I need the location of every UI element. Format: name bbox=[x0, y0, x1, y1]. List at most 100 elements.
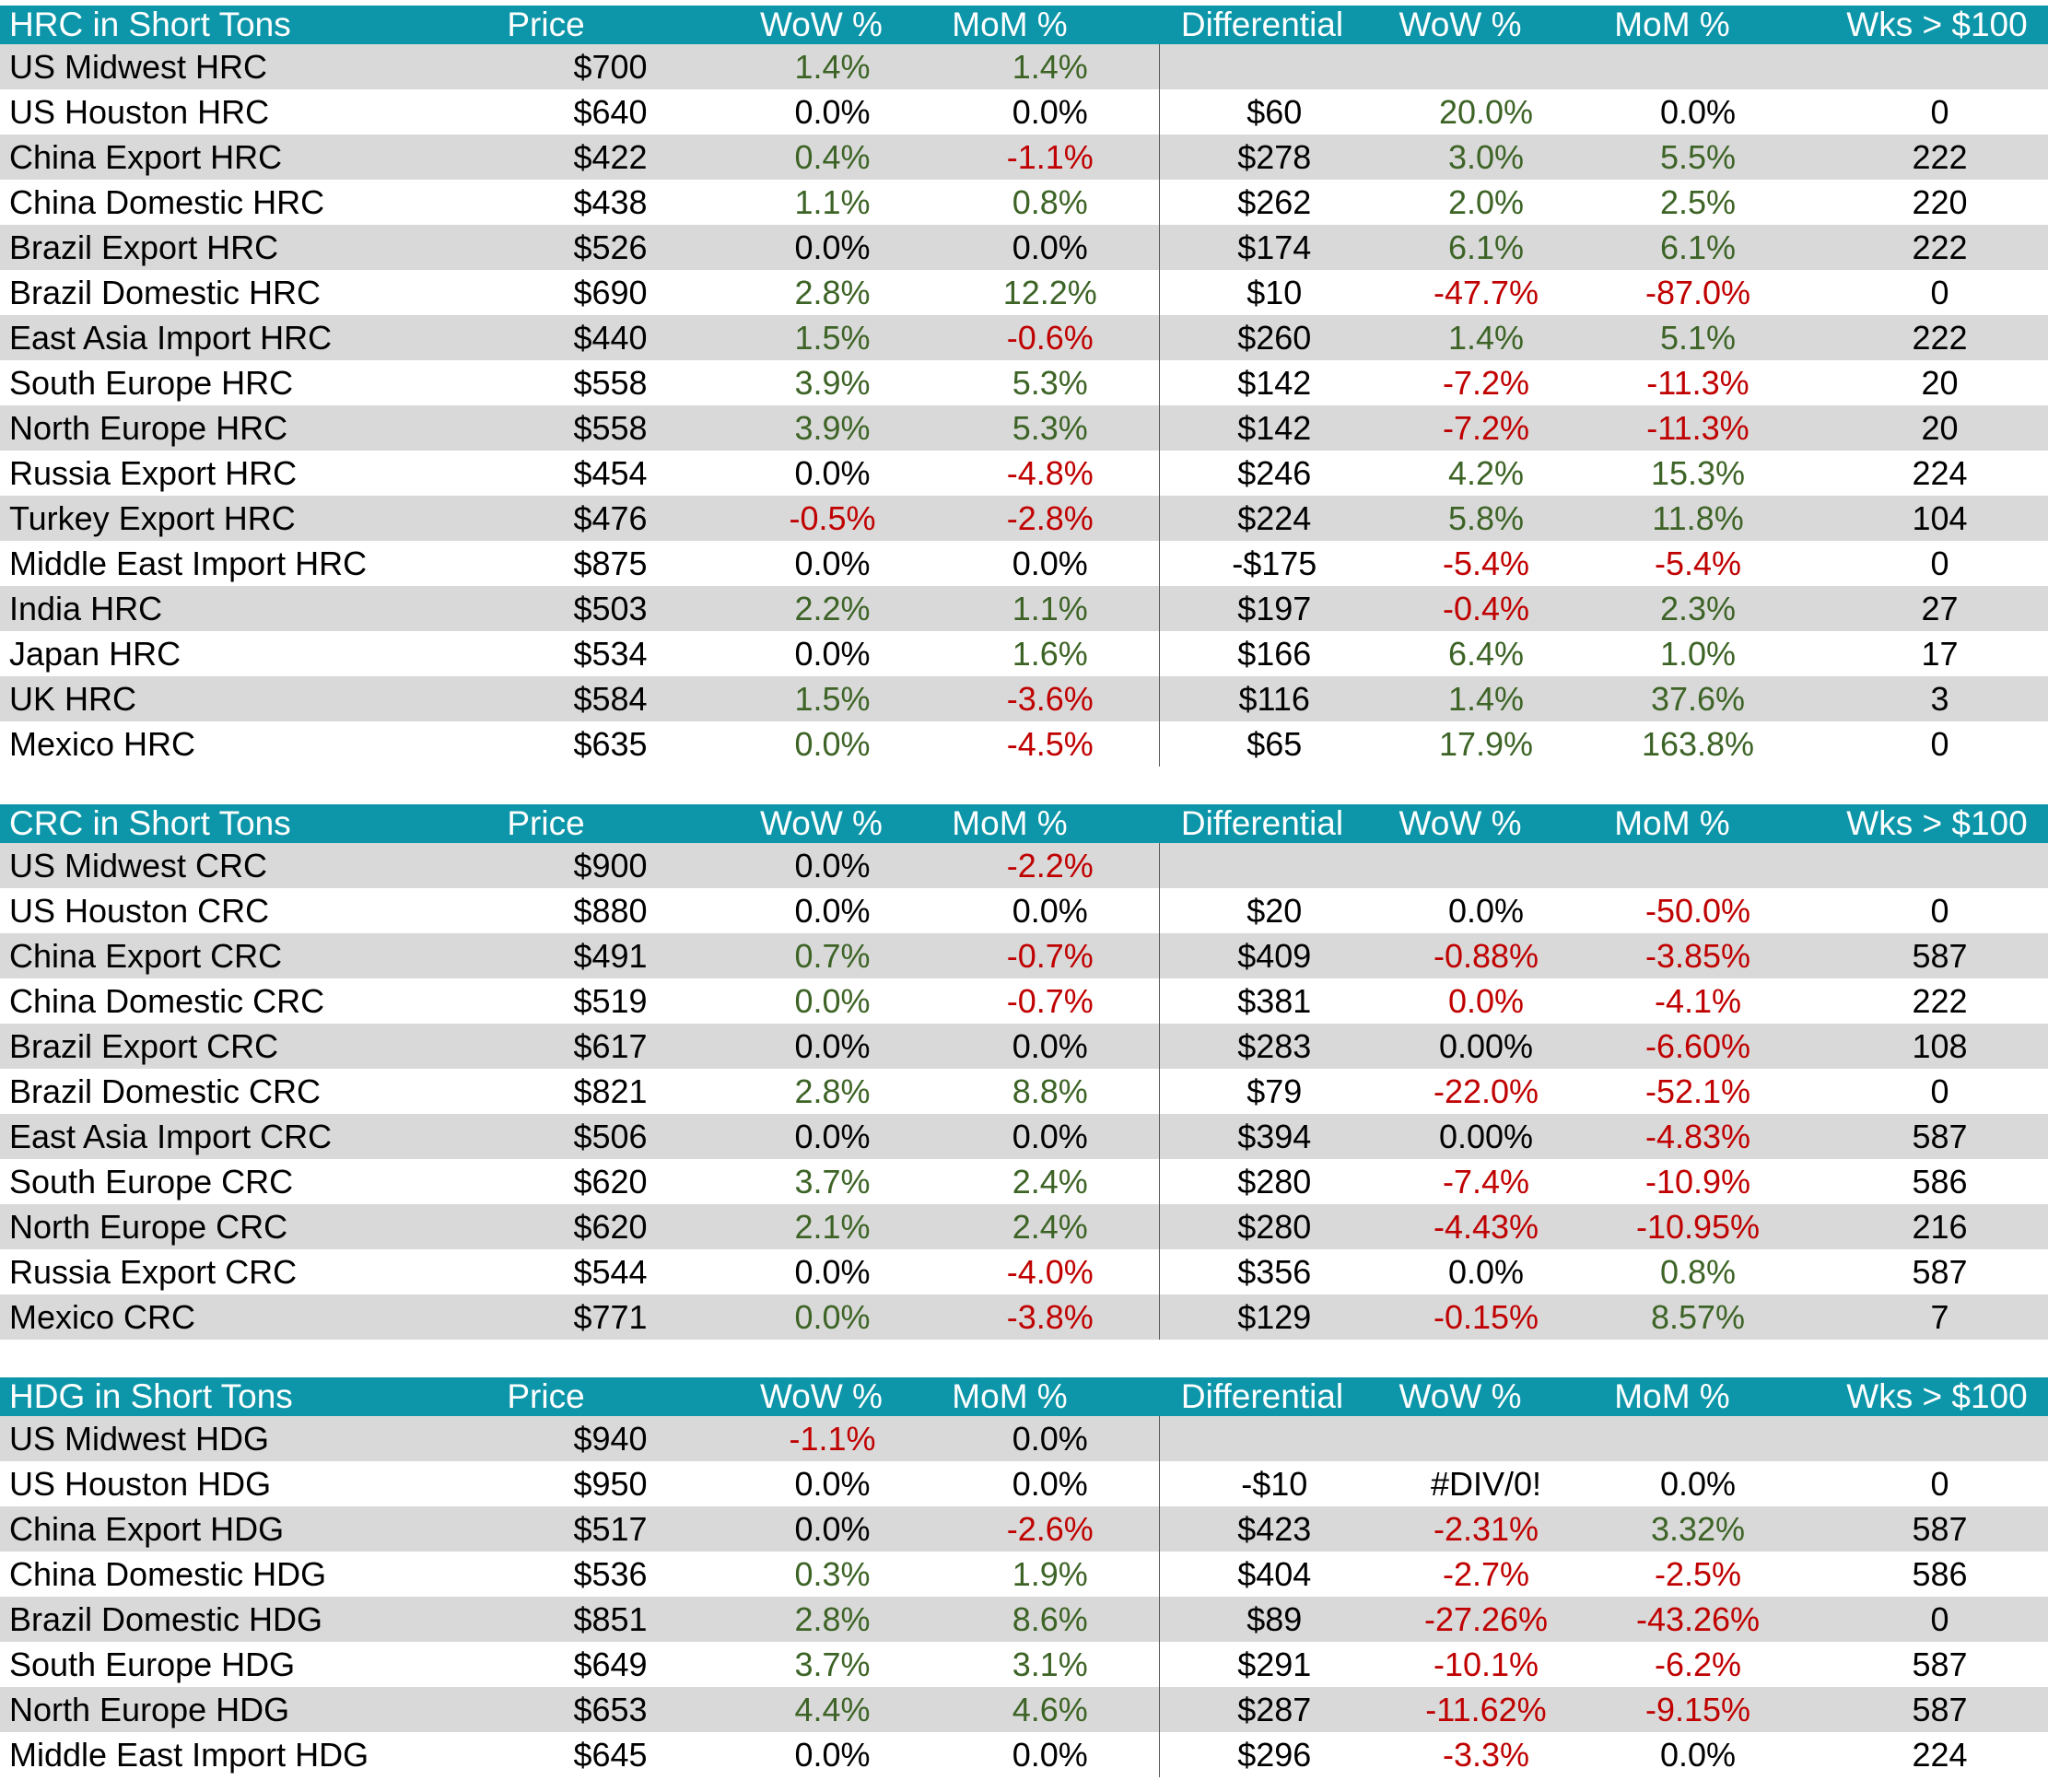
col-header-mom: MoM % bbox=[942, 804, 1159, 843]
cell-differential: $381 bbox=[1237, 981, 1312, 1020]
cell-wow: -0.5% bbox=[760, 496, 942, 541]
cell-mom: 4.6% bbox=[942, 1687, 1160, 1732]
cell-diff-mom: -4.1% bbox=[1654, 981, 1742, 1020]
col-header-diff-mom: MoM % bbox=[1583, 6, 1813, 44]
cell-diff-wow: 6.4% bbox=[1447, 634, 1525, 673]
table-title: HDG in Short Tons bbox=[0, 1377, 461, 1416]
cell-mom: 0.0% bbox=[942, 1114, 1160, 1159]
cell-diff-wow: -10.1% bbox=[1433, 1645, 1539, 1683]
cell-differential: $280 bbox=[1159, 1204, 1389, 1249]
cell-wow: 0.0% bbox=[760, 225, 942, 270]
row-label: Mexico CRC bbox=[0, 1294, 461, 1340]
cell-price: $534 bbox=[573, 634, 648, 673]
cell-mom: -2.8% bbox=[942, 496, 1160, 541]
cell-wow: 4.4% bbox=[760, 1687, 942, 1732]
cell-wow: 1.5% bbox=[760, 315, 942, 360]
row-label: North Europe CRC bbox=[0, 1204, 461, 1249]
cell-price: $771 bbox=[461, 1294, 760, 1340]
cell-weeks: 20 bbox=[1921, 363, 1959, 402]
table-row: US Houston CRC $880 0.0% 0.0% $20 0.0% -50.0% 0 bbox=[0, 888, 2048, 933]
cell-diff-wow: 0.0% bbox=[1447, 1252, 1525, 1291]
cell-wow: 1.5% bbox=[760, 676, 942, 721]
cell-wow: 0.0% bbox=[794, 92, 871, 131]
col-header-diff-mom: MoM % bbox=[1583, 804, 1813, 843]
cell-diff-mom: -10.9% bbox=[1644, 1162, 1751, 1201]
cell-mom: 0.0% bbox=[942, 89, 1160, 135]
row-label: US Houston HDG bbox=[9, 1464, 272, 1503]
cell-weeks: 108 bbox=[1813, 1024, 2048, 1069]
cell-diff-wow: 0.00% bbox=[1389, 1114, 1583, 1159]
table-row: Brazil Domestic HRC $690 2.8% 12.2% $10 -47.7… bbox=[0, 270, 2048, 315]
row-label: South Europe CRC bbox=[9, 1162, 294, 1201]
cell-price: $526 bbox=[461, 225, 760, 270]
cell-price: $875 bbox=[573, 544, 648, 582]
cell-differential bbox=[1159, 44, 1389, 89]
row-label: Mexico HRC bbox=[9, 724, 196, 763]
cell-wow: 0.0% bbox=[794, 1735, 871, 1774]
table-row: East Asia Import HRC $440 1.5% -0.6% $260 1.4… bbox=[0, 315, 2048, 360]
cell-weeks: 7 bbox=[1813, 1294, 2048, 1340]
cell-price: $536 bbox=[573, 1554, 648, 1593]
cell-price: $584 bbox=[461, 676, 760, 721]
cell-wow: 0.0% bbox=[794, 724, 871, 763]
cell-weeks: 224 bbox=[1912, 453, 1968, 492]
cell-differential: $166 bbox=[1237, 634, 1312, 673]
cell-diff-wow: 4.2% bbox=[1447, 453, 1525, 492]
cell-differential: $174 bbox=[1159, 225, 1389, 270]
cell-price: $649 bbox=[573, 1645, 648, 1683]
cell-weeks: 0 bbox=[1930, 273, 1949, 311]
cell-wow: -1.1% bbox=[760, 1416, 942, 1461]
cell-differential: $246 bbox=[1237, 453, 1312, 492]
cell-weeks: 222 bbox=[1813, 225, 2048, 270]
cell-mom: -4.8% bbox=[942, 451, 1160, 496]
cell-diff-wow: -27.26% bbox=[1389, 1597, 1583, 1642]
cell-mom: 2.4% bbox=[942, 1159, 1160, 1204]
cell-mom: -0.6% bbox=[942, 315, 1160, 360]
cell-diff-mom: 6.1% bbox=[1583, 225, 1813, 270]
cell-diff-mom: 5.5% bbox=[1583, 135, 1813, 180]
cell-wow: 3.7% bbox=[794, 1645, 871, 1683]
cell-price: $645 bbox=[573, 1735, 648, 1774]
table-row: China Domestic HRC $438 1.1% 0.8% $262 2.0% 2.… bbox=[0, 180, 2048, 225]
cell-wow: 0.0% bbox=[794, 544, 871, 582]
hrc-table: HRC in Short Tons Price WoW % MoM % Differen… bbox=[0, 6, 2048, 767]
cell-price: $620 bbox=[461, 1204, 760, 1249]
row-label: China Domestic CRC bbox=[9, 981, 325, 1020]
table-row: East Asia Import CRC $506 0.0% 0.0% $394 0.00… bbox=[0, 1114, 2048, 1159]
cell-price: $503 bbox=[461, 586, 760, 631]
cell-mom: 0.0% bbox=[942, 1024, 1160, 1069]
cell-diff-wow: 1.4% bbox=[1389, 315, 1583, 360]
row-label: Russia Export HRC bbox=[9, 453, 298, 492]
cell-mom: 8.6% bbox=[942, 1597, 1160, 1642]
cell-diff-wow: -22.0% bbox=[1433, 1072, 1539, 1110]
cell-wow: 0.0% bbox=[760, 1506, 942, 1552]
cell-price: $438 bbox=[573, 182, 648, 221]
header-row: CRC in Short Tons Price WoW % MoM % Differen… bbox=[0, 804, 2048, 843]
cell-price: $821 bbox=[573, 1072, 648, 1110]
cell-diff-mom: -9.15% bbox=[1583, 1687, 1813, 1732]
cell-diff-mom: 37.6% bbox=[1583, 676, 1813, 721]
cell-diff-mom: -6.60% bbox=[1583, 1024, 1813, 1069]
cell-differential: $89 bbox=[1159, 1597, 1389, 1642]
cell-wow: 0.0% bbox=[794, 981, 871, 1020]
cell-differential: $283 bbox=[1159, 1024, 1389, 1069]
cell-mom: 0.0% bbox=[942, 1461, 1160, 1506]
cell-diff-mom: -4.83% bbox=[1583, 1114, 1813, 1159]
cell-wow: 2.8% bbox=[794, 273, 871, 311]
cell-diff-wow: -0.88% bbox=[1389, 933, 1583, 978]
table-row: China Export HDG $517 0.0% -2.6% $423 -2.31% 3… bbox=[0, 1506, 2048, 1552]
cell-weeks: 216 bbox=[1813, 1204, 2048, 1249]
cell-weeks bbox=[1813, 44, 2048, 89]
table-row: Mexico CRC $771 0.0% -3.8% $129 -0.15% 8.57% 7 bbox=[0, 1294, 2048, 1340]
cell-wow: 0.0% bbox=[794, 891, 871, 930]
cell-price: $640 bbox=[573, 92, 648, 131]
col-header-price: Price bbox=[461, 804, 760, 843]
cell-price: $422 bbox=[461, 135, 760, 180]
cell-diff-wow: 0.0% bbox=[1447, 981, 1525, 1020]
col-header-diff-wow: WoW % bbox=[1389, 1377, 1583, 1416]
table-row: Brazil Domestic HDG $851 2.8% 8.6% $89 -27.26… bbox=[0, 1597, 2048, 1642]
table-row: Brazil Export CRC $617 0.0% 0.0% $283 0.00% -6… bbox=[0, 1024, 2048, 1069]
cell-mom: 0.0% bbox=[942, 1416, 1160, 1461]
cell-mom: -3.6% bbox=[942, 676, 1160, 721]
cell-mom: -2.6% bbox=[942, 1506, 1160, 1552]
